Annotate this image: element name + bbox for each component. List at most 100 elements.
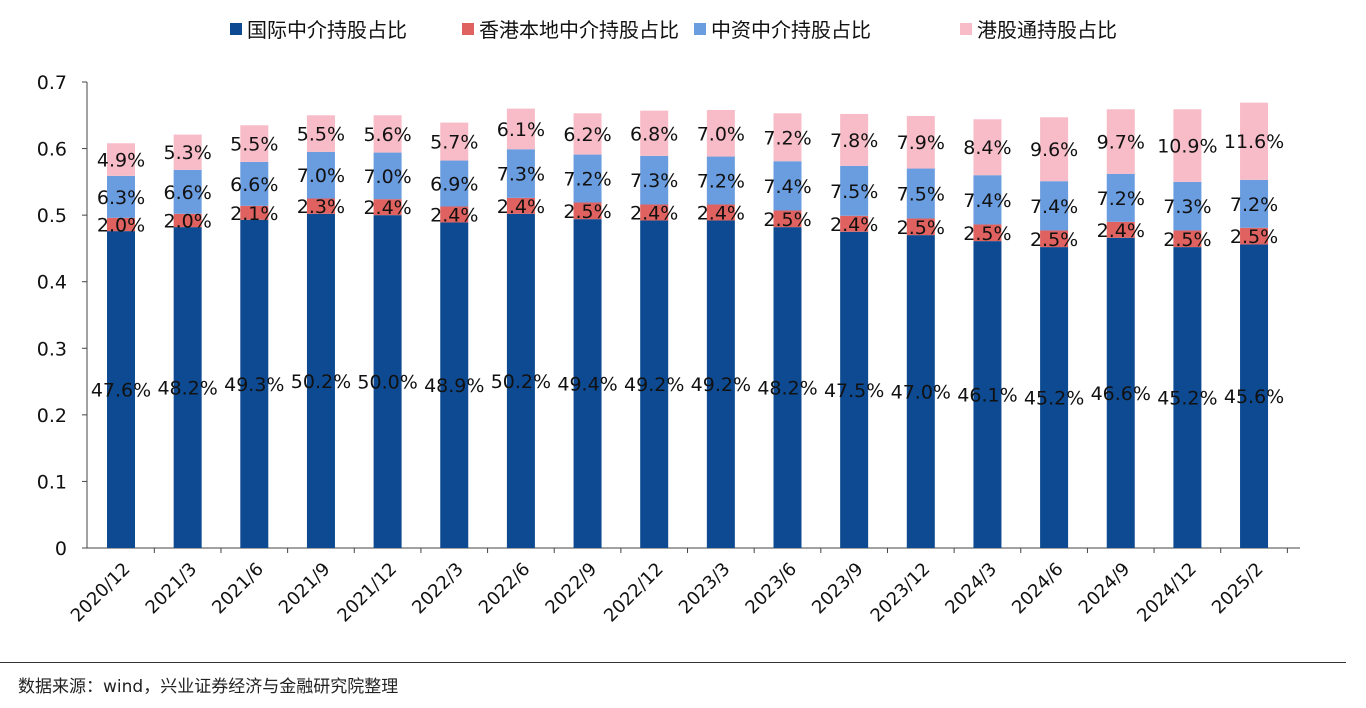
bar-segment	[573, 113, 602, 155]
bar-segment	[373, 115, 402, 153]
data-label: 45.2%	[1157, 388, 1217, 410]
bar-segment	[440, 122, 469, 161]
data-label: 2.4%	[430, 204, 478, 226]
data-label: 7.4%	[1030, 196, 1078, 218]
data-label: 7.2%	[697, 171, 745, 193]
data-label: 49.3%	[224, 374, 284, 396]
data-label: 9.7%	[1097, 132, 1145, 154]
bar-segment	[906, 218, 935, 236]
bar-segment	[1106, 173, 1135, 222]
data-label: 5.6%	[363, 124, 411, 146]
bar-segment	[1106, 221, 1135, 238]
data-label: 45.6%	[1224, 386, 1284, 408]
bar-segment	[1240, 179, 1269, 228]
data-label: 7.2%	[763, 127, 811, 149]
bar-segment	[973, 224, 1002, 242]
data-label: 6.1%	[497, 119, 545, 141]
data-label: 48.2%	[757, 378, 817, 400]
data-label: 2.3%	[297, 196, 345, 218]
x-tick-label: 2023/6	[741, 559, 801, 619]
bar-segment	[173, 134, 202, 170]
x-tick-label: 2024/9	[1075, 559, 1135, 619]
data-label: 7.5%	[897, 184, 945, 206]
bar-segment	[1240, 227, 1269, 245]
data-label: 50.0%	[357, 372, 417, 394]
data-label: 2.0%	[97, 214, 145, 236]
bar-segment	[640, 204, 669, 221]
data-label: 46.6%	[1091, 383, 1151, 405]
y-tick-label: 0.4	[37, 272, 67, 294]
data-label: 2.4%	[830, 214, 878, 236]
bar-segment	[107, 143, 135, 176]
data-label: 50.2%	[291, 371, 351, 393]
bar-segment	[573, 202, 602, 220]
bar-segment	[373, 152, 402, 200]
x-tick-label: 2022/12	[600, 559, 668, 627]
legend-swatch	[960, 23, 972, 35]
x-tick-label: 2021/9	[275, 559, 335, 619]
data-label: 6.6%	[164, 182, 212, 204]
data-label: 2.5%	[1163, 229, 1211, 251]
data-label: 7.2%	[1230, 194, 1278, 216]
data-label: 2.4%	[1097, 220, 1145, 242]
x-tick-label: 2024/6	[1008, 559, 1068, 619]
legend-label: 香港本地中介持股占比	[479, 18, 679, 42]
bar-segment	[706, 156, 735, 205]
data-label: 2.5%	[763, 209, 811, 231]
data-label: 2.4%	[363, 197, 411, 219]
bar-segment	[773, 113, 802, 162]
y-tick-label: 0	[55, 538, 67, 560]
bar-segment	[1173, 181, 1202, 231]
bar-segment	[640, 220, 669, 548]
data-label: 2.4%	[497, 196, 545, 218]
bar-segment	[173, 169, 202, 214]
bar-segment	[440, 206, 469, 223]
legend-label: 港股通持股占比	[977, 18, 1117, 42]
legend-label: 中资中介持股占比	[711, 18, 871, 42]
x-tick-label: 2025/2	[1208, 559, 1268, 619]
bar-segment	[306, 213, 335, 548]
data-label: 7.3%	[1163, 196, 1211, 218]
data-label: 7.4%	[763, 176, 811, 198]
bar-segment	[107, 217, 135, 232]
data-label: 7.0%	[297, 165, 345, 187]
data-label: 5.3%	[164, 142, 212, 164]
bar-segment	[1106, 109, 1135, 174]
bars	[107, 102, 1269, 549]
data-label: 5.5%	[230, 134, 278, 156]
bar-segment	[173, 227, 202, 548]
y-tick-label: 0.6	[37, 139, 67, 161]
x-tick-label: 2021/6	[208, 559, 268, 619]
data-label: 49.2%	[691, 374, 751, 396]
bar-segment	[373, 199, 402, 216]
bar-segment	[240, 205, 269, 220]
legend-label: 国际中介持股占比	[247, 18, 407, 42]
bar-segment	[906, 168, 935, 219]
data-label: 47.5%	[824, 380, 884, 402]
data-label: 7.4%	[963, 190, 1011, 212]
bar-segment	[573, 219, 602, 548]
x-tick-label: 2023/12	[867, 559, 935, 627]
bar-segment	[373, 215, 402, 548]
bar-segment	[840, 215, 869, 232]
data-label: 6.3%	[97, 187, 145, 209]
data-label: 5.5%	[297, 124, 345, 146]
bar-segment	[240, 161, 269, 206]
bar-segment	[640, 155, 669, 205]
x-tick-label: 2024/12	[1133, 559, 1201, 627]
bar-segment	[107, 231, 135, 548]
bar-segment	[306, 151, 335, 199]
bar-segment	[973, 119, 1002, 176]
data-label: 6.2%	[563, 124, 611, 146]
data-label: 47.0%	[891, 382, 951, 404]
y-tick-label: 0.3	[37, 338, 67, 360]
data-label: 7.9%	[897, 132, 945, 154]
bar-segment	[1106, 237, 1135, 548]
bar-segment	[840, 113, 869, 166]
data-label: 7.0%	[363, 166, 411, 188]
x-tick-label: 2022/3	[408, 559, 468, 619]
bar-segment	[973, 175, 1002, 225]
bar-segment	[1173, 247, 1202, 548]
data-label: 47.6%	[91, 380, 151, 402]
data-label: 8.4%	[963, 137, 1011, 159]
